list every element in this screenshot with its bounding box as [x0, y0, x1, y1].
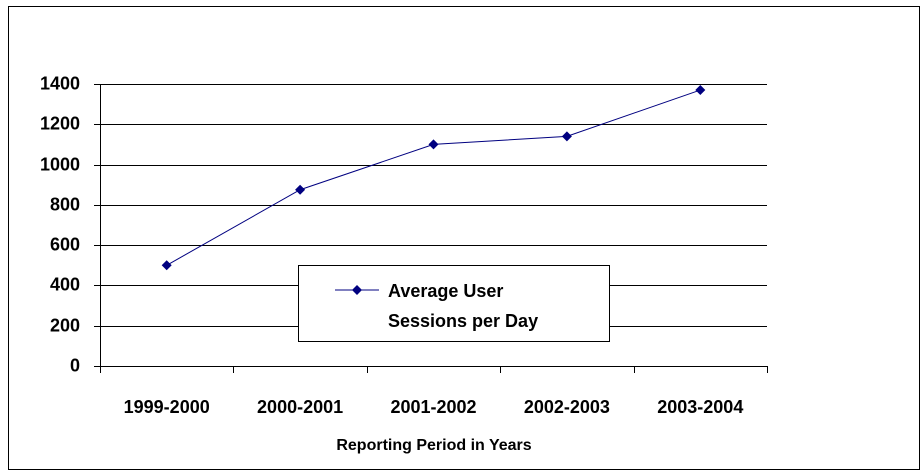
x-tick-label: 1999-2000: [124, 397, 210, 417]
x-axis-title: Reporting Period in Years: [336, 437, 531, 454]
legend-marker: [352, 285, 362, 295]
y-tick-label: 200: [50, 315, 80, 335]
y-tick-label: 0: [70, 355, 80, 375]
x-tick-label: 2001-2002: [390, 397, 476, 417]
data-point: [561, 131, 572, 142]
y-tick-label: 1000: [40, 154, 80, 174]
data-point: [161, 260, 172, 271]
data-point: [295, 184, 306, 195]
legend-label: Average User Sessions per Day: [388, 281, 539, 331]
legend: Average User Sessions per Day: [298, 265, 610, 342]
x-tick-label: 2003-2004: [657, 397, 743, 417]
data-point: [695, 85, 706, 96]
y-tick-label: 1400: [40, 73, 80, 93]
y-tick-label: 800: [50, 194, 80, 214]
y-tick-label: 400: [50, 274, 80, 294]
y-tick-label: 600: [50, 234, 80, 254]
legend-swatch: [335, 285, 379, 295]
data-point: [428, 139, 439, 150]
chart-border: [8, 6, 920, 470]
x-tick-label: 2000-2001: [257, 397, 343, 417]
x-tick-label: 2002-2003: [524, 397, 610, 417]
y-tick-label: 1200: [40, 113, 80, 133]
